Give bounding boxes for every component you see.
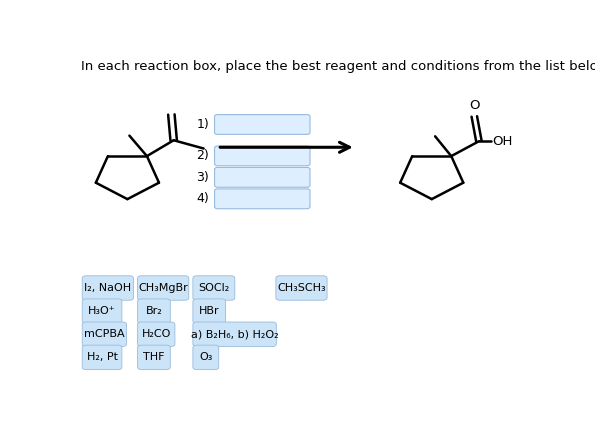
Text: Br₂: Br₂ bbox=[146, 306, 162, 316]
Text: I₂, NaOH: I₂, NaOH bbox=[84, 283, 131, 293]
FancyBboxPatch shape bbox=[137, 276, 189, 300]
FancyBboxPatch shape bbox=[193, 322, 276, 347]
FancyBboxPatch shape bbox=[137, 345, 170, 370]
Text: a) B₂H₆, b) H₂O₂: a) B₂H₆, b) H₂O₂ bbox=[191, 329, 278, 339]
Text: In each reaction box, place the best reagent and conditions from the list below.: In each reaction box, place the best rea… bbox=[82, 60, 595, 73]
FancyBboxPatch shape bbox=[82, 345, 122, 370]
Text: THF: THF bbox=[143, 352, 165, 363]
FancyBboxPatch shape bbox=[137, 322, 175, 347]
Text: CH₃MgBr: CH₃MgBr bbox=[138, 283, 188, 293]
Text: 4): 4) bbox=[196, 192, 209, 205]
FancyBboxPatch shape bbox=[215, 115, 310, 134]
FancyBboxPatch shape bbox=[193, 299, 226, 323]
FancyBboxPatch shape bbox=[215, 189, 310, 209]
Text: mCPBA: mCPBA bbox=[84, 329, 125, 339]
FancyBboxPatch shape bbox=[215, 167, 310, 187]
FancyBboxPatch shape bbox=[193, 345, 219, 370]
FancyBboxPatch shape bbox=[82, 322, 127, 347]
Text: OH: OH bbox=[492, 135, 512, 148]
Text: HBr: HBr bbox=[199, 306, 220, 316]
FancyBboxPatch shape bbox=[82, 299, 122, 323]
FancyBboxPatch shape bbox=[193, 276, 235, 300]
Text: O₃: O₃ bbox=[199, 352, 212, 363]
FancyBboxPatch shape bbox=[82, 276, 133, 300]
FancyBboxPatch shape bbox=[276, 276, 327, 300]
Text: H₂, Pt: H₂, Pt bbox=[86, 352, 118, 363]
Text: SOCl₂: SOCl₂ bbox=[198, 283, 230, 293]
Text: O: O bbox=[469, 99, 480, 112]
Text: 1): 1) bbox=[196, 118, 209, 131]
Text: CH₃SCH₃: CH₃SCH₃ bbox=[277, 283, 326, 293]
FancyBboxPatch shape bbox=[215, 146, 310, 166]
FancyBboxPatch shape bbox=[137, 299, 170, 323]
Text: H₂CO: H₂CO bbox=[142, 329, 171, 339]
Text: H₃O⁺: H₃O⁺ bbox=[88, 306, 116, 316]
Text: 3): 3) bbox=[196, 171, 209, 184]
Text: 2): 2) bbox=[196, 149, 209, 162]
